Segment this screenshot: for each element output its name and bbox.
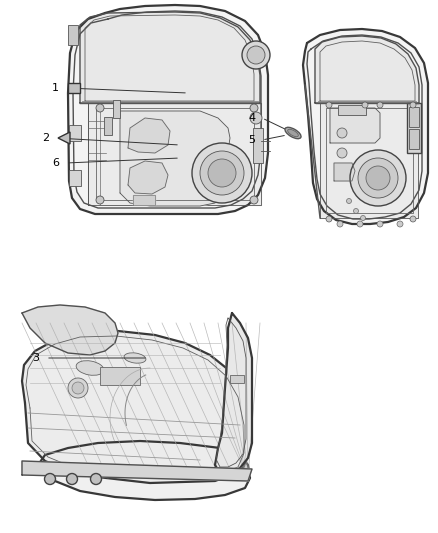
Circle shape [96, 196, 104, 204]
Bar [409, 107, 419, 127]
Bar [338, 105, 366, 115]
Circle shape [397, 221, 403, 227]
Bar [104, 117, 112, 135]
Circle shape [410, 102, 416, 108]
Bar [68, 83, 80, 93]
Text: 6: 6 [52, 158, 59, 168]
Circle shape [326, 216, 332, 222]
Ellipse shape [285, 127, 301, 139]
Circle shape [242, 41, 270, 69]
Circle shape [337, 148, 347, 158]
Polygon shape [128, 161, 168, 194]
Circle shape [250, 112, 262, 124]
Circle shape [353, 208, 358, 214]
Circle shape [377, 102, 383, 108]
Circle shape [358, 158, 398, 198]
Polygon shape [320, 103, 418, 218]
Bar [253, 128, 263, 163]
Bar [409, 129, 419, 149]
Circle shape [337, 128, 347, 138]
Polygon shape [88, 103, 261, 205]
Bar [69, 125, 81, 141]
Polygon shape [315, 36, 419, 103]
Polygon shape [58, 132, 70, 144]
Circle shape [208, 159, 236, 187]
Circle shape [366, 166, 390, 190]
Circle shape [360, 215, 365, 221]
Circle shape [350, 150, 406, 206]
Polygon shape [334, 163, 355, 181]
Circle shape [192, 143, 252, 203]
Circle shape [337, 221, 343, 227]
Polygon shape [22, 305, 118, 355]
Circle shape [247, 46, 265, 64]
Circle shape [346, 198, 352, 204]
Text: 4: 4 [248, 113, 255, 123]
Bar [113, 100, 120, 118]
Polygon shape [38, 441, 250, 500]
Circle shape [250, 196, 258, 204]
Polygon shape [128, 118, 170, 153]
Ellipse shape [288, 130, 298, 136]
Text: 3: 3 [32, 353, 39, 363]
Polygon shape [22, 331, 248, 483]
Polygon shape [215, 313, 252, 473]
Polygon shape [303, 29, 428, 224]
Circle shape [200, 151, 244, 195]
Polygon shape [330, 108, 380, 143]
Polygon shape [22, 461, 252, 481]
Circle shape [377, 221, 383, 227]
Circle shape [250, 104, 258, 112]
Polygon shape [68, 5, 268, 214]
Circle shape [91, 473, 102, 484]
Circle shape [96, 104, 104, 112]
Circle shape [362, 102, 368, 108]
Circle shape [45, 473, 56, 484]
Circle shape [326, 102, 332, 108]
Circle shape [68, 378, 88, 398]
Polygon shape [120, 111, 230, 206]
Bar [230, 375, 244, 383]
Text: 2: 2 [42, 133, 49, 143]
Bar [407, 103, 421, 153]
Polygon shape [80, 12, 260, 103]
Text: 1: 1 [52, 83, 59, 93]
Circle shape [410, 216, 416, 222]
Bar [69, 170, 81, 186]
Bar [100, 367, 140, 385]
Circle shape [72, 382, 84, 394]
Circle shape [67, 473, 78, 484]
Circle shape [357, 221, 363, 227]
Ellipse shape [124, 353, 146, 363]
Ellipse shape [76, 361, 104, 375]
Polygon shape [133, 195, 155, 205]
Bar [68, 25, 78, 45]
Text: 5: 5 [248, 135, 255, 145]
